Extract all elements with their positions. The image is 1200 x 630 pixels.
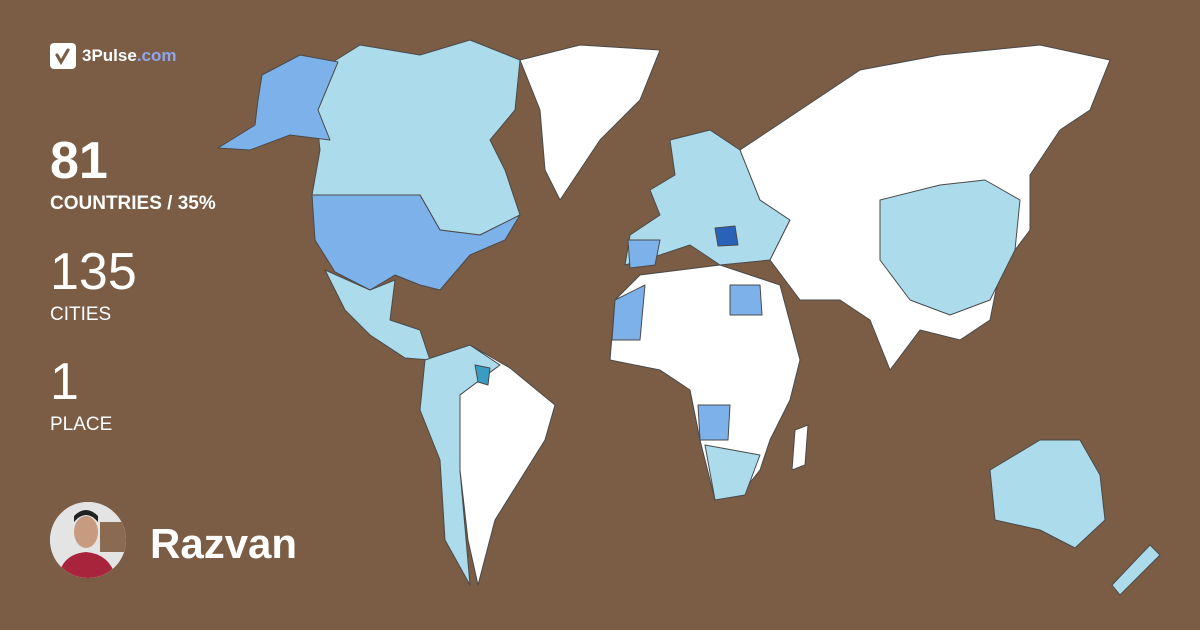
stat-countries: 81 COUNTRIES / 35% — [50, 135, 216, 215]
region-madagascar[interactable] — [791, 424, 809, 471]
region-egypt[interactable] — [729, 284, 763, 316]
stat-places: 1 PLACE — [50, 356, 112, 436]
region-morocco[interactable] — [611, 284, 646, 341]
region-usa[interactable] — [311, 194, 521, 291]
region-china[interactable] — [879, 179, 1021, 316]
region-romania[interactable] — [714, 225, 739, 247]
region-new-zealand[interactable] — [1111, 544, 1161, 596]
countries-label: COUNTRIES / 35% — [50, 193, 216, 214]
region-greenland[interactable] — [519, 44, 661, 201]
cities-label: CITIES — [50, 304, 112, 325]
places-count: 1 — [50, 353, 79, 411]
region-australia[interactable] — [989, 439, 1106, 549]
cities-count: 135 — [50, 243, 137, 301]
region-iberia[interactable] — [627, 239, 661, 269]
region-alaska[interactable] — [217, 54, 339, 151]
region-southern-africa[interactable] — [704, 444, 761, 501]
avatar[interactable] — [50, 502, 126, 578]
brand-logo[interactable]: 3Pulse.com — [50, 43, 177, 69]
region-south-america[interactable] — [459, 344, 556, 586]
region-mexico[interactable] — [324, 269, 431, 361]
checkmark-icon — [50, 43, 76, 69]
user-name: Razvan — [150, 520, 298, 567]
region-angola[interactable] — [697, 404, 731, 441]
stat-cities: 135 CITIES — [50, 246, 137, 326]
region-guyana[interactable] — [474, 364, 491, 386]
countries-count: 81 — [50, 132, 108, 190]
places-label: PLACE — [50, 414, 113, 435]
brand-name: 3Pulse.com — [82, 46, 177, 65]
